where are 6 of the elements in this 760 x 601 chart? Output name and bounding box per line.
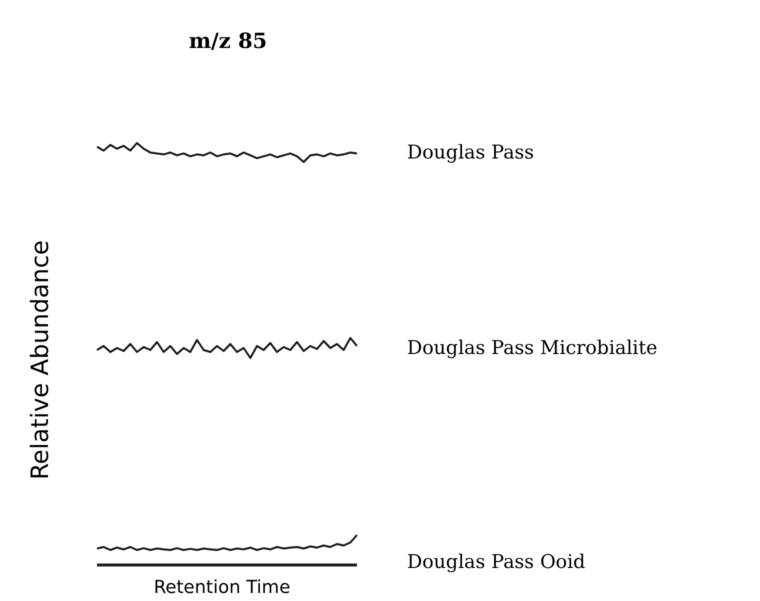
x-axis-title: Retention Time [154,577,290,598]
y-axis-title: Relative Abundance [26,240,54,480]
text: Douglas Pass Ooid [407,551,586,573]
chart-title: m/z 85 [188,28,268,53]
text: Douglas Pass [407,142,534,164]
text: Douglas Pass Microbialite [407,337,658,359]
